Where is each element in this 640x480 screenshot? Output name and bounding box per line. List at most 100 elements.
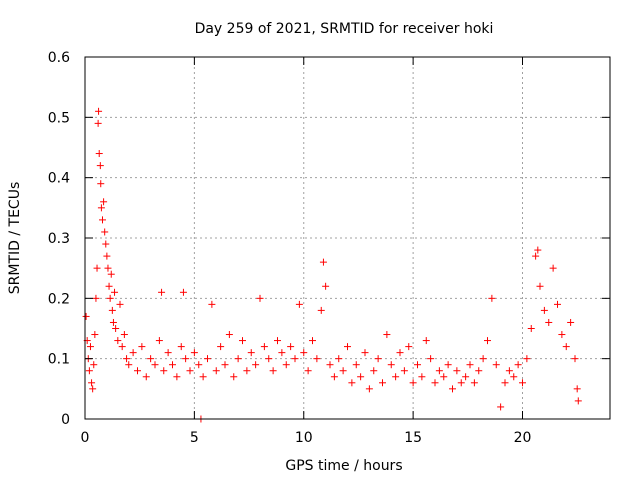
data-point — [392, 373, 400, 381]
data-point — [322, 282, 330, 290]
x-axis-ticks: 0 5 10 15 20 — [81, 57, 532, 446]
data-point — [190, 349, 198, 357]
data-point — [260, 343, 268, 351]
data-point — [549, 264, 557, 272]
data-point — [91, 331, 99, 339]
data-point — [252, 361, 260, 369]
data-point — [383, 331, 391, 339]
data-point — [427, 355, 435, 363]
x-tick-label: 10 — [295, 430, 313, 446]
data-point — [449, 385, 456, 393]
y-axis-ticks: 0 0.1 0.2 0.3 0.4 0.5 0.6 — [48, 50, 610, 428]
data-point — [282, 361, 290, 369]
data-point — [160, 367, 168, 375]
data-point — [199, 373, 207, 381]
data-point — [92, 294, 100, 302]
data-point — [109, 318, 117, 326]
data-point — [309, 337, 316, 345]
y-tick-label: 0.2 — [48, 291, 70, 307]
data-point — [365, 385, 373, 393]
data-point — [107, 270, 115, 278]
data-point — [120, 331, 128, 339]
data-point — [265, 355, 273, 363]
data-point — [510, 373, 518, 381]
data-point — [95, 107, 103, 115]
data-point — [118, 343, 126, 351]
data-point — [414, 361, 421, 369]
data-point — [89, 385, 97, 393]
data-point — [104, 264, 112, 272]
data-point — [221, 361, 229, 369]
data-point — [269, 367, 277, 375]
y-tick-label: 0.5 — [48, 110, 70, 126]
x-axis-label: GPS time / hours — [285, 458, 402, 474]
data-point — [361, 349, 369, 357]
y-tick-label: 0 — [61, 412, 70, 428]
data-point — [431, 379, 439, 387]
data-point — [313, 355, 321, 363]
data-point — [492, 361, 500, 369]
y-tick-label: 0.1 — [48, 352, 70, 368]
data-point — [457, 379, 465, 387]
data-point — [97, 180, 105, 188]
data-point — [370, 367, 378, 375]
data-point — [562, 343, 570, 351]
data-point — [111, 288, 119, 296]
data-point — [88, 379, 96, 387]
data-point — [573, 385, 581, 393]
data-point — [405, 343, 413, 351]
data-point — [164, 349, 172, 357]
data-point — [125, 361, 133, 369]
data-point — [470, 379, 478, 387]
data-point — [545, 318, 553, 326]
data-point — [554, 300, 561, 308]
data-point — [134, 367, 141, 375]
x-tick-label: 20 — [514, 430, 532, 446]
data-point — [300, 349, 308, 357]
data-point — [505, 367, 513, 375]
data-point — [532, 252, 540, 260]
data-point — [112, 325, 120, 332]
data-points — [82, 107, 582, 423]
data-point — [234, 355, 242, 363]
data-point — [204, 355, 211, 363]
data-point — [475, 367, 483, 375]
data-point — [396, 349, 404, 357]
data-point — [217, 343, 225, 351]
data-point — [326, 361, 334, 369]
data-point — [357, 373, 365, 381]
data-point — [422, 337, 430, 345]
data-point — [169, 361, 176, 369]
data-point — [317, 306, 325, 314]
y-tick-label: 0.3 — [48, 231, 70, 247]
data-point — [523, 355, 531, 363]
data-point — [344, 343, 351, 351]
data-point — [243, 367, 251, 375]
data-point — [435, 367, 443, 375]
data-point — [339, 367, 347, 375]
data-point — [85, 367, 93, 375]
data-point — [330, 373, 338, 381]
data-point — [103, 252, 111, 260]
data-point — [352, 361, 360, 369]
chart-title: Day 259 of 2021, SRMTID for receiver hok… — [195, 21, 494, 37]
data-point — [501, 379, 509, 387]
data-point — [147, 355, 155, 363]
data-point — [82, 312, 90, 320]
data-point — [195, 361, 203, 369]
data-point — [278, 349, 286, 357]
data-point — [173, 373, 181, 381]
data-point — [93, 264, 101, 272]
data-point — [497, 403, 505, 411]
data-point — [519, 379, 526, 387]
data-point — [138, 343, 146, 351]
data-point — [186, 367, 194, 375]
x-tick-label: 15 — [404, 430, 422, 446]
data-point — [123, 355, 131, 363]
data-point — [304, 367, 312, 375]
data-point — [101, 228, 109, 236]
data-point — [212, 367, 220, 375]
data-point — [108, 306, 116, 314]
data-point — [527, 325, 535, 332]
